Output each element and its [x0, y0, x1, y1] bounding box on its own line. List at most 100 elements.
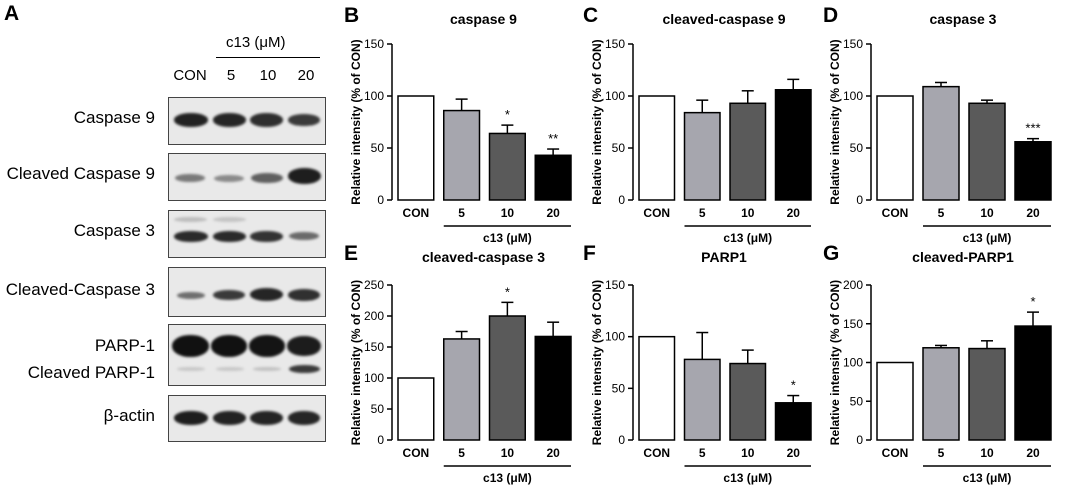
x-axis-label: c13 (μM) [723, 231, 772, 245]
row-label-caspase-3: Caspase 3 [73, 221, 155, 240]
significance-marker: * [791, 378, 796, 393]
bar-5 [683, 358, 721, 441]
y-tick-label: 150 [364, 37, 384, 51]
band [174, 231, 208, 242]
chart-title: cleaved-PARP1 [912, 249, 1014, 265]
band [289, 365, 320, 373]
y-tick-label: 100 [364, 371, 384, 385]
significance-marker: * [505, 107, 510, 122]
blot-cleaved-caspase-3 [168, 267, 326, 317]
significance-marker: *** [1025, 121, 1040, 136]
row-label-parp-1: PARP-1 [94, 336, 155, 355]
y-tick-label: 200 [843, 278, 863, 292]
y-axis-label: Relative intensity (% of CON) [590, 280, 604, 445]
y-tick-label: 100 [605, 330, 625, 344]
band [172, 335, 209, 357]
x-axis-label: c13 (μM) [483, 231, 532, 245]
band [213, 290, 245, 300]
lane-label-20: 20 [297, 67, 315, 84]
x-tick-label: CON [403, 206, 430, 220]
y-tick-label: 50 [612, 381, 626, 395]
x-tick-label: 5 [699, 206, 706, 220]
band [213, 217, 246, 222]
y-tick-label: 100 [364, 89, 384, 103]
y-tick-label: 50 [371, 141, 385, 155]
panel-letter-a: A [4, 2, 20, 25]
bar-10 [729, 102, 767, 201]
y-tick-label: 0 [618, 193, 625, 207]
band [174, 217, 207, 222]
panel-letter: C [583, 4, 598, 27]
bar-con [397, 95, 435, 201]
bar-20 [534, 335, 572, 441]
bar-con [638, 335, 676, 441]
y-tick-label: 50 [612, 141, 626, 155]
bar-20 [774, 402, 812, 441]
blot-caspase-9 [168, 97, 326, 145]
lane-label-10: 10 [259, 67, 277, 84]
x-axis-label: c13 (μM) [963, 471, 1012, 485]
y-tick-label: 0 [856, 193, 863, 207]
bar-5 [683, 111, 721, 201]
y-tick-label: 200 [364, 309, 384, 323]
bar-5 [922, 347, 960, 441]
bar-5 [443, 338, 481, 441]
band [177, 292, 205, 299]
y-tick-label: 100 [605, 89, 625, 103]
bar-10 [488, 132, 526, 201]
band [250, 288, 283, 301]
chart-title: caspase 3 [930, 11, 997, 27]
x-tick-label: 5 [458, 206, 465, 220]
x-tick-label: 20 [546, 446, 560, 460]
band [216, 367, 244, 371]
treatment-label: c13 (μM) [226, 34, 286, 51]
band [253, 367, 281, 371]
band [174, 411, 208, 425]
x-tick-label: 20 [787, 206, 801, 220]
chart-title: PARP1 [701, 249, 747, 265]
x-tick-label: 10 [741, 206, 755, 220]
y-tick-label: 0 [856, 433, 863, 447]
bar-10 [968, 102, 1006, 201]
y-tick-label: 50 [850, 394, 864, 408]
x-tick-label: 5 [699, 446, 706, 460]
lane-label-con: CON [173, 67, 207, 84]
bar-20 [534, 154, 572, 201]
blot-parp-1 [168, 324, 326, 386]
x-tick-label: CON [643, 206, 670, 220]
x-tick-label: 20 [1026, 446, 1040, 460]
lane-label-5: 5 [226, 67, 236, 84]
band [288, 411, 320, 425]
band [250, 113, 283, 127]
bar-5 [922, 85, 960, 201]
bar-con [876, 361, 914, 441]
x-tick-label: 5 [458, 446, 465, 460]
panel-letter: G [823, 242, 839, 265]
y-axis-label: Relative intensity (% of CON) [828, 39, 842, 204]
row-label-cleaved-parp-1: Cleaved PARP-1 [27, 363, 155, 382]
panel-letter: D [823, 4, 838, 27]
y-tick-label: 0 [377, 193, 384, 207]
band [213, 231, 246, 242]
row-label-caspase-9: Caspase 9 [73, 108, 155, 127]
bar-10 [729, 362, 767, 441]
band [288, 289, 320, 301]
band [211, 335, 247, 357]
band [213, 113, 246, 127]
bar-con [638, 95, 676, 201]
chart-title: caspase 9 [450, 11, 517, 27]
band [288, 168, 321, 184]
bar-5 [443, 109, 481, 201]
band [251, 173, 283, 183]
band [174, 113, 208, 127]
x-tick-label: 5 [938, 206, 945, 220]
band [175, 174, 205, 182]
x-tick-label: CON [882, 446, 909, 460]
y-tick-label: 0 [377, 433, 384, 447]
y-tick-label: 100 [843, 356, 863, 370]
x-axis-label: c13 (μM) [483, 471, 532, 485]
blot-beta-actin [168, 395, 326, 442]
y-tick-label: 150 [605, 37, 625, 51]
